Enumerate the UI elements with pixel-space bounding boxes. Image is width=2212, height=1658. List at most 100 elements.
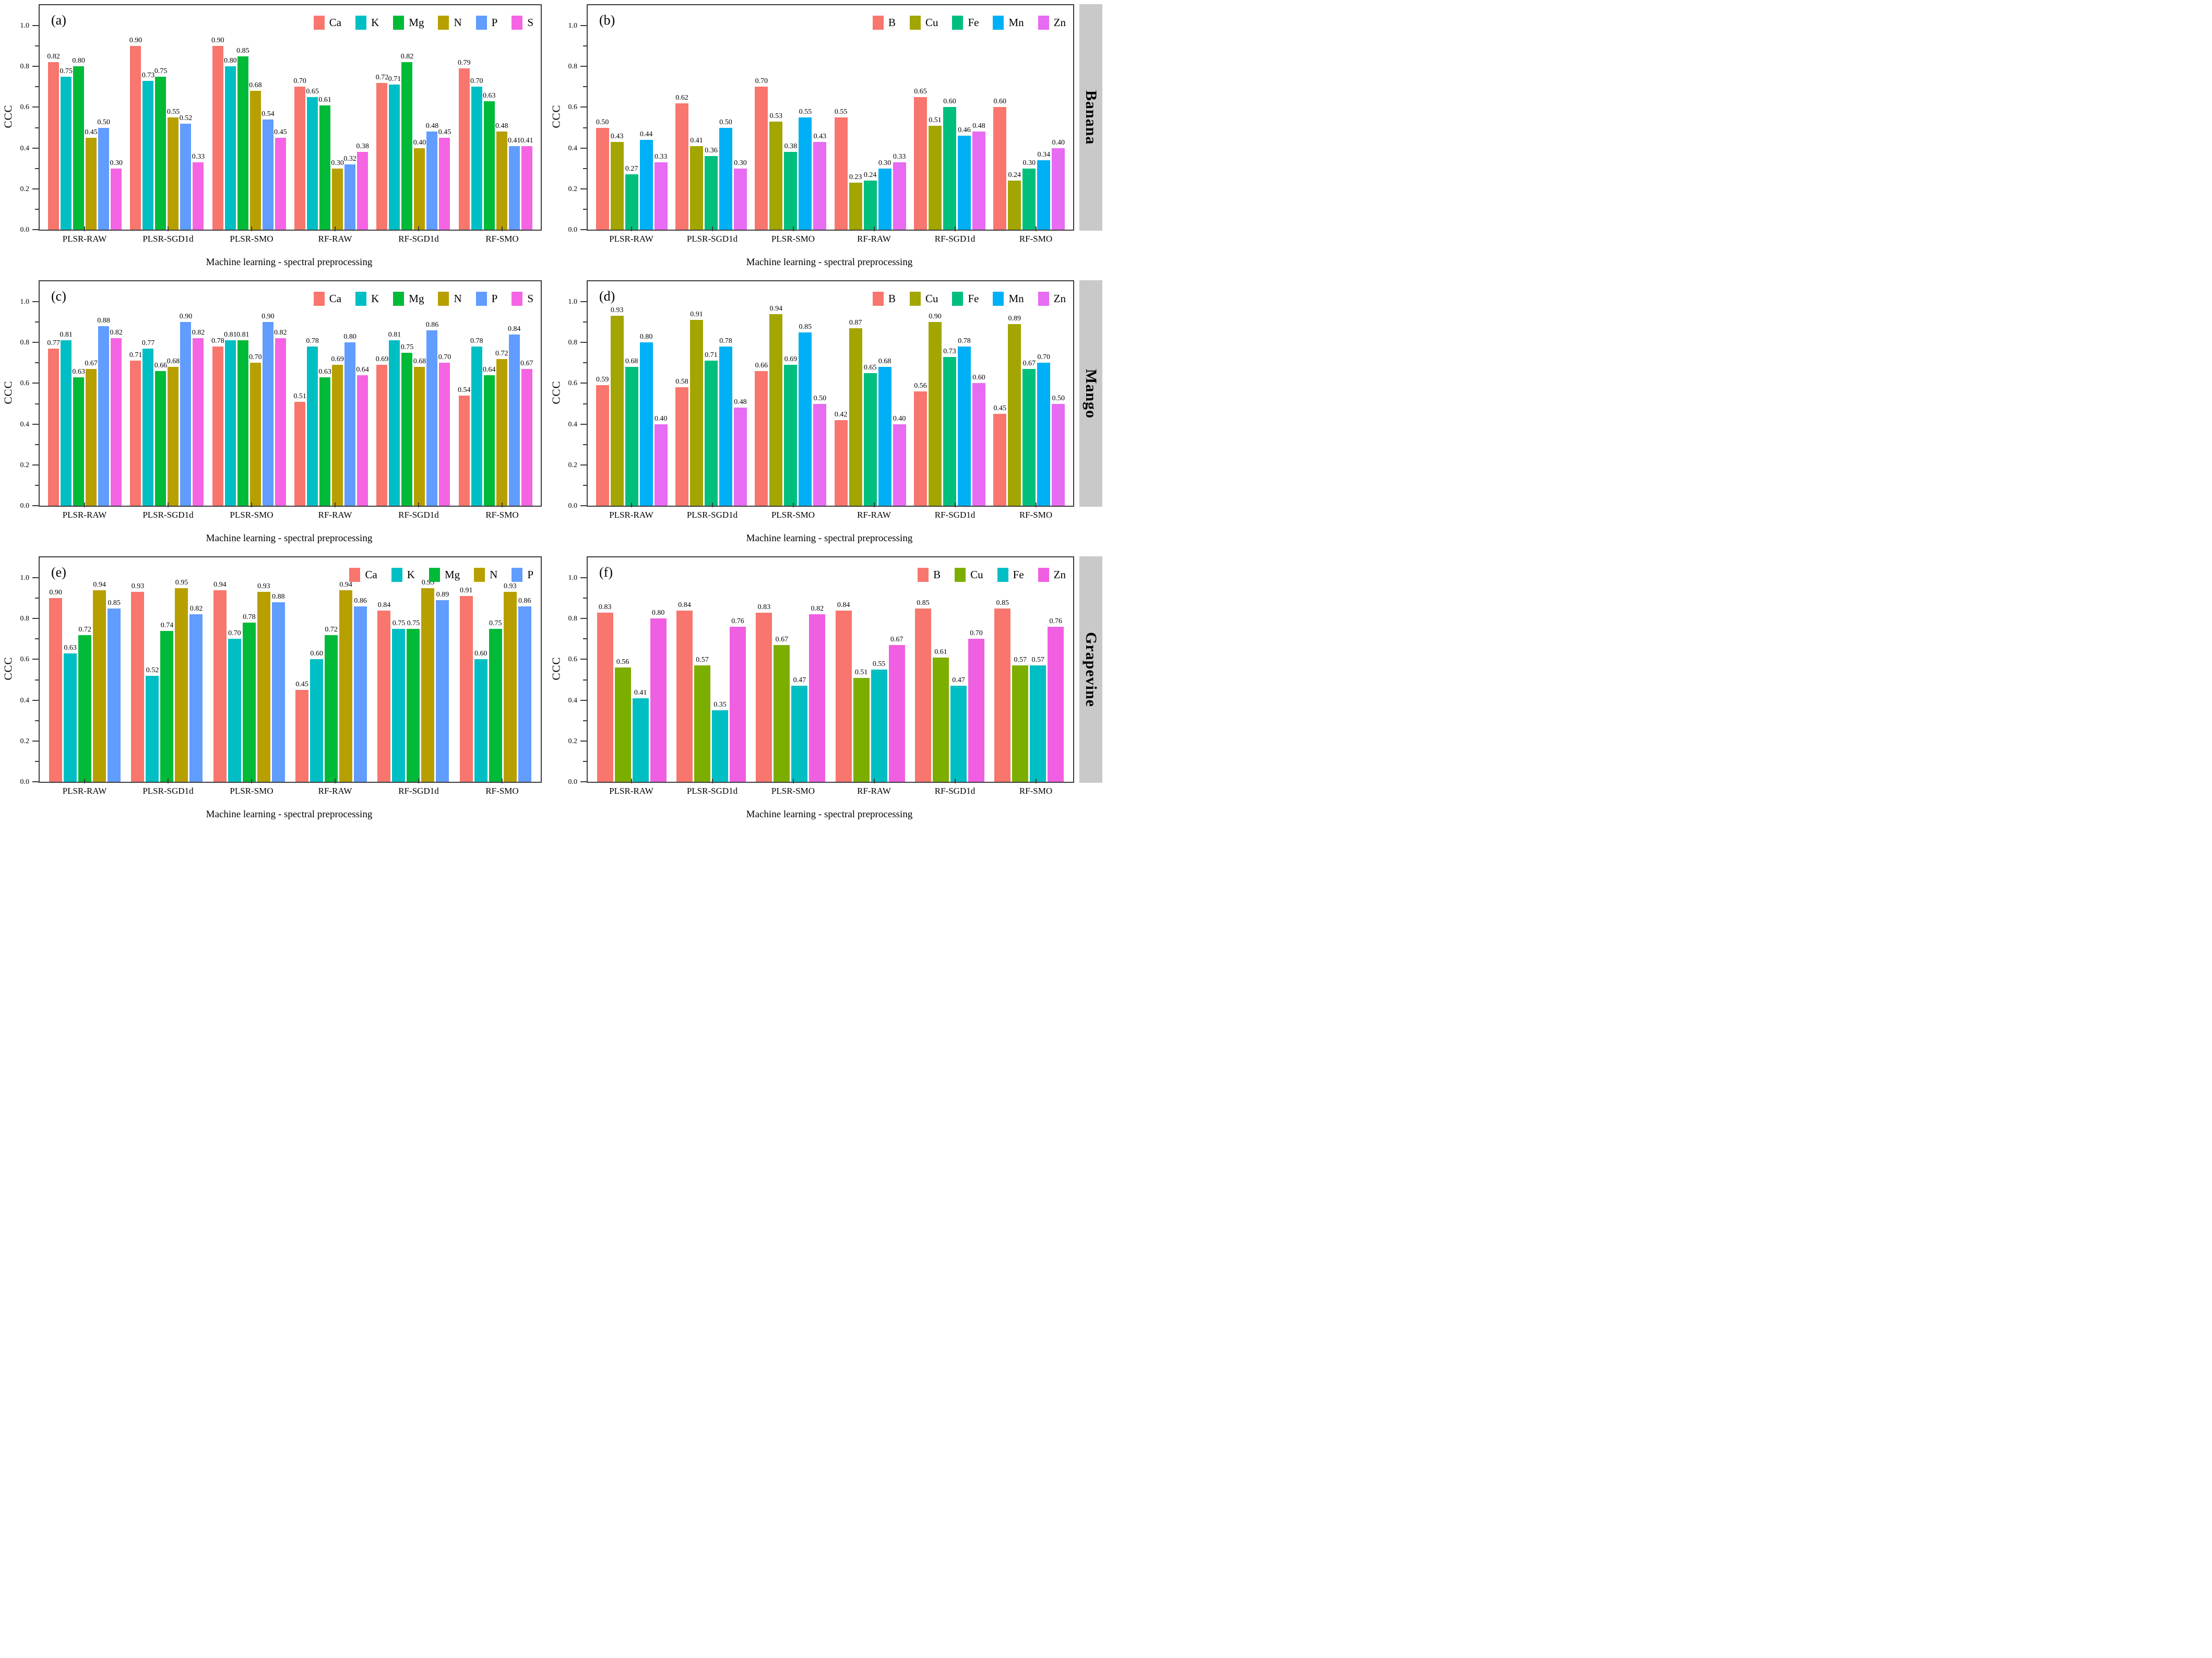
bar-wrap: 0.86 <box>426 281 438 506</box>
legend-item: Zn <box>1038 292 1066 306</box>
bar-wrap: 0.68 <box>167 281 180 506</box>
x-tick-mark <box>873 779 875 783</box>
bar-wrap: 0.60 <box>943 5 956 230</box>
x-ticks <box>587 503 1080 508</box>
bar-mn <box>639 342 653 506</box>
bar-ca <box>212 347 223 506</box>
bar-wrap: 0.55 <box>167 5 180 230</box>
bar-value-label: 0.27 <box>625 165 638 173</box>
bar-wrap: 0.84 <box>835 557 852 782</box>
bar-fe <box>625 367 638 506</box>
bar-wrap: 0.84 <box>676 557 693 782</box>
bar-n <box>414 367 425 506</box>
bar-value-label: 0.36 <box>705 147 718 155</box>
legend-swatch-cu <box>955 568 966 582</box>
x-category-label: RF-RAW <box>857 510 891 520</box>
bar-group: 0.60 0.24 0.30 0.34 0.40 <box>993 5 1065 230</box>
bar-value-label: 0.82 <box>189 605 203 613</box>
x-category-label: PLSR-SMO <box>230 510 273 520</box>
bar-n <box>86 138 97 230</box>
x-tick-mark <box>502 779 503 783</box>
bar-wrap: 0.56 <box>913 281 927 506</box>
bar-wrap: 0.62 <box>675 5 688 230</box>
y-tick <box>583 638 587 640</box>
bar-value-label: 0.48 <box>972 122 985 130</box>
bar-value-label: 0.82 <box>400 53 414 61</box>
legend-label: Fe <box>968 16 979 29</box>
legend-label: Fe <box>968 292 979 305</box>
y-tick-label: 0.2 <box>20 737 30 745</box>
bar-wrap: 0.51 <box>853 557 870 782</box>
bar-wrap: 0.45 <box>993 281 1007 506</box>
legend-swatch-mn <box>993 16 1004 30</box>
bar-value-label: 0.69 <box>331 355 344 364</box>
legend-swatch-cu <box>909 292 921 306</box>
bar-s <box>193 338 204 506</box>
bar-ca <box>295 690 309 782</box>
bar-value-label: 0.63 <box>64 643 77 652</box>
x-category-label: PLSR-SMO <box>771 786 815 796</box>
x-tick-slot <box>1000 503 1072 508</box>
legend-label: N <box>490 568 498 581</box>
y-tick <box>583 127 587 128</box>
x-category-label: RF-SGD1d <box>934 510 976 520</box>
bar-zn <box>729 626 746 782</box>
bar-wrap: 0.38 <box>356 5 369 230</box>
legend-label: Ca <box>329 292 342 305</box>
legend-item: Fe <box>952 292 979 306</box>
y-tick <box>35 679 39 681</box>
x-tick-slot <box>919 503 991 508</box>
bar-cu <box>1008 324 1021 506</box>
y-tick <box>32 342 39 343</box>
x-category-label: PLSR-SGD1d <box>686 234 738 244</box>
legend-label: Mg <box>409 292 424 305</box>
bar-value-label: 0.85 <box>917 599 930 607</box>
x-tick-slot <box>757 226 829 232</box>
legend-item: S <box>512 292 533 306</box>
y-tick <box>32 618 39 619</box>
bar-value-label: 0.68 <box>167 357 180 366</box>
x-category-labels: PLSR-RAW PLSR-SGD1d PLSR-SMO RF-RAW RF-SGD1d… <box>587 234 1080 244</box>
x-tick-mark <box>168 779 169 783</box>
y-tick <box>580 301 587 303</box>
bar-value-label: 0.33 <box>192 153 205 161</box>
bar-mg <box>237 56 248 230</box>
x-tick-slot <box>48 503 122 508</box>
bar-n <box>332 168 343 230</box>
legend-item: P <box>512 568 533 582</box>
legend-label: Zn <box>1053 16 1066 29</box>
legend-item: K <box>391 568 415 582</box>
y-tick <box>583 484 587 486</box>
y-tick-label: 0.6 <box>20 379 30 388</box>
bar-value-label: 0.38 <box>356 142 369 151</box>
y-tick <box>580 618 587 619</box>
bar-s <box>439 363 450 506</box>
x-category-label: RF-SGD1d <box>934 786 976 796</box>
bar-value-label: 0.95 <box>175 578 188 587</box>
legend-label: Cu <box>970 568 983 581</box>
bar-s <box>275 338 286 506</box>
y-tick-label: 1.0 <box>20 22 30 30</box>
bar-wrap: 0.67 <box>774 557 790 782</box>
bar-value-label: 0.50 <box>596 118 609 126</box>
bar-cu <box>932 657 949 782</box>
bar-value-label: 0.54 <box>261 110 275 118</box>
bar-cu <box>928 322 942 506</box>
x-tick-slot <box>300 779 371 784</box>
bar-value-label: 0.82 <box>192 329 205 337</box>
legend-label: Cu <box>925 16 938 29</box>
bar-value-label: 0.69 <box>375 355 389 364</box>
x-tick-slot <box>382 503 456 508</box>
bar-value-label: 0.43 <box>813 132 827 140</box>
bar-wrap: 0.57 <box>694 557 710 782</box>
x-tick-mark <box>251 779 252 783</box>
x-category-label: PLSR-RAW <box>62 510 107 520</box>
legend-label: Mg <box>444 568 460 581</box>
bar-value-label: 0.41 <box>508 136 521 145</box>
legend-item: Mg <box>393 16 424 30</box>
bar-ca <box>48 62 60 230</box>
legend-swatch-ca <box>313 16 325 30</box>
bar-mg <box>242 623 256 782</box>
bar-value-label: 0.78 <box>470 337 483 345</box>
bar-value-label: 0.94 <box>339 580 352 589</box>
